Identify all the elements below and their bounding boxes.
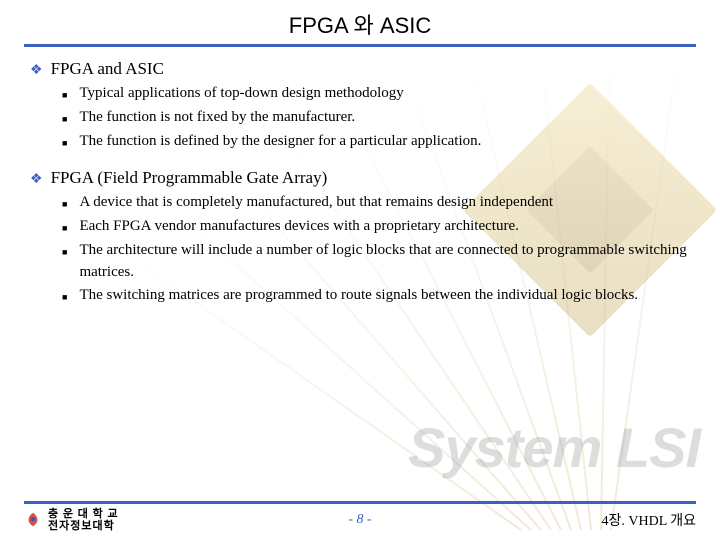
list-item: ■ The function is defined by the designe… — [62, 131, 696, 153]
page-title: FPGA 와 ASIC — [24, 8, 696, 40]
item-text: Typical applications of top-down design … — [79, 83, 403, 105]
list-item: ■ The architecture will include a number… — [62, 240, 696, 284]
section-heading: FPGA and ASIC — [51, 59, 164, 79]
item-text: The function is defined by the designer … — [79, 131, 481, 153]
item-text: Each FPGA vendor manufactures devices wi… — [79, 216, 518, 238]
section-2: ❖ FPGA (Field Programmable Gate Array) ■… — [24, 168, 696, 307]
list-item: ■ The function is not fixed by the manuf… — [62, 107, 696, 129]
section-heading: FPGA (Field Programmable Gate Array) — [51, 168, 328, 188]
list-item: ■ Each FPGA vendor manufactures devices … — [62, 216, 696, 238]
square-bullet-icon: ■ — [62, 198, 67, 211]
item-text: The architecture will include a number o… — [79, 240, 696, 284]
title-rule — [24, 44, 696, 47]
square-bullet-icon: ■ — [62, 137, 67, 150]
square-bullet-icon: ■ — [62, 291, 67, 304]
list-item: ■ Typical applications of top-down desig… — [62, 83, 696, 105]
section-1: ❖ FPGA and ASIC ■ Typical applications o… — [24, 59, 696, 152]
item-text: The switching matrices are programmed to… — [79, 285, 638, 307]
square-bullet-icon: ■ — [62, 246, 67, 259]
diamond-bullet-icon: ❖ — [30, 62, 43, 79]
item-text: A device that is completely manufactured… — [79, 192, 553, 214]
diamond-bullet-icon: ❖ — [30, 171, 43, 188]
item-text: The function is not fixed by the manufac… — [79, 107, 355, 129]
square-bullet-icon: ■ — [62, 113, 67, 126]
list-item: ■ A device that is completely manufactur… — [62, 192, 696, 214]
list-item: ■ The switching matrices are programmed … — [62, 285, 696, 307]
square-bullet-icon: ■ — [62, 89, 67, 102]
square-bullet-icon: ■ — [62, 222, 67, 235]
